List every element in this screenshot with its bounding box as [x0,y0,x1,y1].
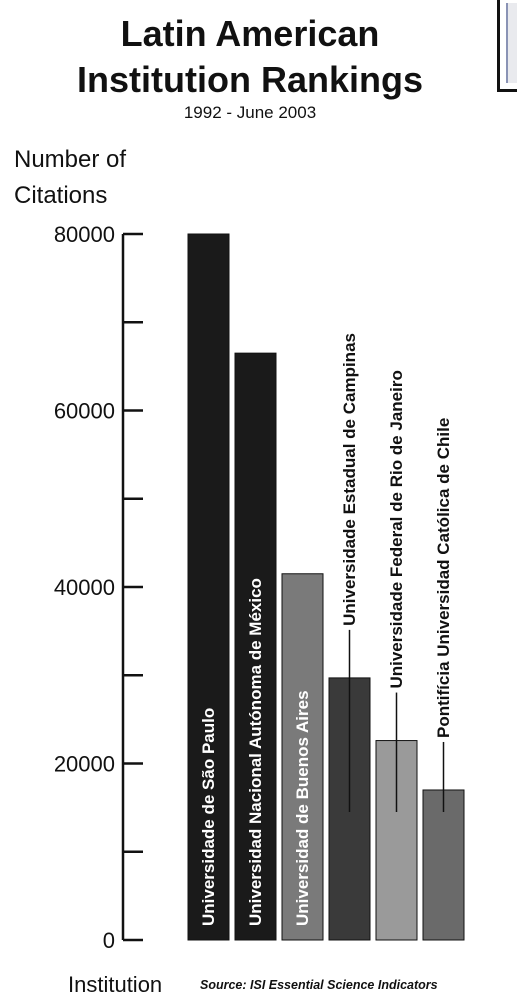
corner-frame [497,0,517,92]
bar [281,573,324,941]
y-tick-label: 0 [103,928,115,953]
bar-label: Universidad de Buenos Aires [293,690,312,926]
chart-subtitle: 1992 - June 2003 [183,103,317,122]
bar [422,789,465,941]
x-axis-label: Institution [68,972,163,997]
y-axis-label-line-1: Number of [14,146,127,173]
chart-title-line-2: Institution Rankings [77,59,423,100]
chart-title-line-1: Latin American [120,13,380,54]
bar-label: Pontifícia Universidad Católica de Chile [434,418,453,738]
y-tick-label: 80000 [54,222,115,247]
y-axis-label-line-2: Citations [14,182,108,209]
y-tick-label: 40000 [54,575,115,600]
y-axis-label: Number of Citations [14,142,126,214]
bar [234,352,277,941]
bar-label: Universidade Estadual de Campinas [340,333,359,626]
y-tick-label: 60000 [54,399,115,424]
y-tick-label: 20000 [54,752,115,777]
source-note: Source: ISI Essential Science Indicators [200,978,438,992]
bar [187,233,230,941]
bar-label: Universidade de São Paulo [199,708,218,926]
bar-label: Universidad Nacional Autónoma de México [246,578,265,926]
bar-label: Universidade Federal de Rio de Janeiro [387,370,406,688]
